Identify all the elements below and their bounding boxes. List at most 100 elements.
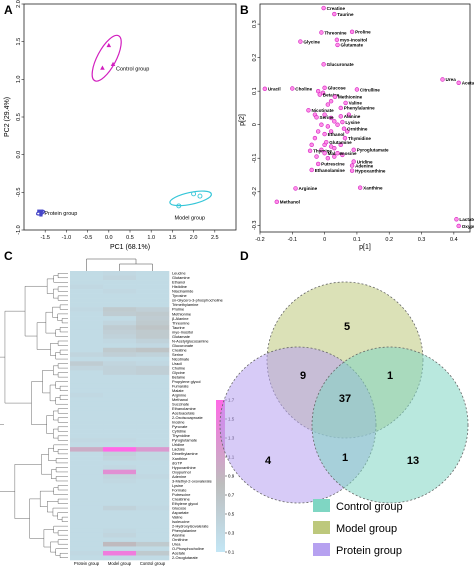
heatmap-cell-41-1	[103, 456, 137, 461]
heatmap-cell-61-1	[103, 546, 137, 552]
heatmap-row-label-18: Serine	[172, 352, 183, 357]
heatmap-cell-46-0	[70, 478, 104, 484]
heatmap-cell-45-2	[136, 474, 170, 480]
pca-point-2-1	[191, 191, 197, 197]
heatmap-row-label-32: 2-Oxoisocaproate	[172, 415, 203, 420]
loading-point-label-8: Urea	[446, 77, 457, 82]
heatmap-cell-25-2	[136, 383, 170, 389]
loading-point-label-4: Glycine	[303, 39, 320, 44]
loading-point-label-28: Inosine	[341, 151, 358, 156]
loading-point-unlabeled-3	[325, 102, 331, 107]
heatmap-cell-19-2	[136, 356, 170, 362]
heatmap-row-label-51: Ethylene glycol	[172, 501, 198, 506]
heatmap-cell-56-1	[103, 523, 137, 529]
heatmap-row-label-52: Glucose	[172, 505, 186, 510]
heatmap-cell-1-1	[103, 275, 137, 281]
heatmap-cell-39-0	[70, 447, 104, 452]
heatmap-cell-30-1	[103, 406, 137, 412]
heatmap-cell-1-2	[136, 275, 170, 281]
heatmap-cell-14-2	[136, 334, 170, 340]
heatmap-cell-18-1	[103, 352, 137, 358]
heatmap-row-label-23: Betaine	[172, 374, 185, 379]
heatmap-cell-37-0	[70, 438, 104, 443]
heatmap-cell-15-2	[136, 338, 170, 344]
loading-point-label-37: Methanol	[280, 200, 300, 205]
heatmap-row-label-37: Pyroglutamate	[172, 438, 197, 443]
heatmap-cell-26-1	[103, 388, 137, 394]
legend-label-model: Model group	[336, 523, 397, 535]
heatmap-row-label-47: Lysine	[172, 483, 183, 488]
heatmap-row-label-0: Leucine	[172, 271, 186, 276]
loading-point-label-36: Xanthine	[363, 186, 383, 191]
legend-swatch-control	[313, 499, 330, 512]
heatmap-cell-0-2	[136, 271, 170, 276]
loading-point-1	[332, 11, 337, 17]
heatmap-cell-23-0	[70, 374, 104, 380]
pca-group-label-control: Control group	[116, 66, 149, 72]
heatmap-cell-6-2	[136, 298, 170, 303]
heatmap-cell-63-1	[103, 555, 137, 561]
loading-point-label-13: Citrulline	[360, 87, 380, 92]
heatmap-cell-4-2	[136, 289, 170, 294]
heatmap-row-label-10: β-Alanine	[172, 316, 189, 321]
pca-x-axis-label: PC1 (68.1%)	[110, 244, 150, 251]
loading-point-18	[306, 108, 311, 113]
loading-point-unlabeled-6	[328, 115, 334, 121]
heatmap-cell-63-2	[136, 555, 170, 561]
loading-point-label-17: Phenylalanine	[344, 106, 375, 111]
loading-point-label-26: Thymine	[313, 149, 332, 154]
heatmap-row-label-61: O-Phosphocholine	[172, 546, 204, 551]
loading-point-25	[324, 139, 329, 145]
heatmap-scale-tick-label-3: 0.7	[228, 493, 235, 498]
heatmap-cell-21-0	[70, 365, 104, 371]
venn-count-protein-control: 1	[342, 452, 348, 464]
heatmap-row-label-9: Methionine	[172, 311, 191, 316]
heatmap-cell-40-2	[136, 451, 170, 457]
pca-ellipse-0	[91, 34, 122, 82]
heatmap-cell-5-2	[136, 293, 170, 299]
loading-point-7	[321, 62, 326, 67]
pca-x-tick-label-2: -0.5	[83, 235, 92, 241]
loading-point-unlabeled-9	[325, 124, 331, 129]
heatmap-cell-7-2	[136, 302, 170, 308]
heatmap-cell-11-2	[136, 320, 170, 326]
heatmap-cell-14-0	[70, 334, 104, 340]
heatmap-cell-51-0	[70, 501, 104, 507]
heatmap-cell-23-2	[136, 374, 170, 380]
heatmap-cell-50-2	[136, 496, 170, 502]
heatmap-cell-43-0	[70, 465, 104, 470]
heatmap-cell-51-1	[103, 501, 137, 507]
heatmap-cell-10-1	[103, 316, 137, 321]
pca-point-0-2	[110, 61, 116, 66]
heatmap-cell-55-2	[136, 519, 170, 525]
pca-point-2-2	[197, 193, 203, 199]
heatmap-cell-17-1	[103, 347, 137, 353]
loading-x-tick-label-5: 0.3	[418, 237, 426, 243]
heatmap-cell-57-1	[103, 528, 137, 534]
panel-label-b: B	[240, 3, 249, 17]
heatmap-cell-38-0	[70, 442, 104, 448]
heatmap-row-label-54: Valine	[172, 514, 183, 519]
heatmap-cell-47-1	[103, 483, 137, 489]
loading-point-label-9: Acetate	[462, 81, 474, 86]
heatmap-cell-43-2	[136, 465, 170, 470]
venn-circle-control	[311, 346, 469, 504]
loading-y-tick-label-0: -0.3	[252, 221, 258, 230]
column-dendrogram-join-1	[119, 263, 153, 271]
loading-point-unlabeled-18	[338, 142, 343, 148]
loading-point-label-0: Creatine	[327, 6, 346, 11]
loading-point-label-21: Lysine	[345, 120, 360, 125]
heatmap-cell-16-0	[70, 343, 104, 349]
loading-y-tick-label-4: 0.1	[252, 87, 258, 95]
loading-point-3	[349, 29, 355, 35]
loading-point-label-29: Pyroglutamate	[357, 148, 389, 153]
heatmap-cell-56-2	[136, 523, 170, 529]
heatmap-row-label-14: Glutamate	[172, 334, 190, 339]
heatmap-cell-36-1	[103, 433, 137, 439]
heatmap-cell-59-1	[103, 537, 137, 543]
heatmap-cell-4-0	[70, 289, 104, 294]
heatmap-row-label-16: Glucuronate	[172, 343, 193, 348]
heatmap-cell-22-2	[136, 370, 170, 376]
pca-x-tick-label-6: 1.5	[169, 235, 177, 241]
heatmap-cell-34-1	[103, 424, 137, 430]
